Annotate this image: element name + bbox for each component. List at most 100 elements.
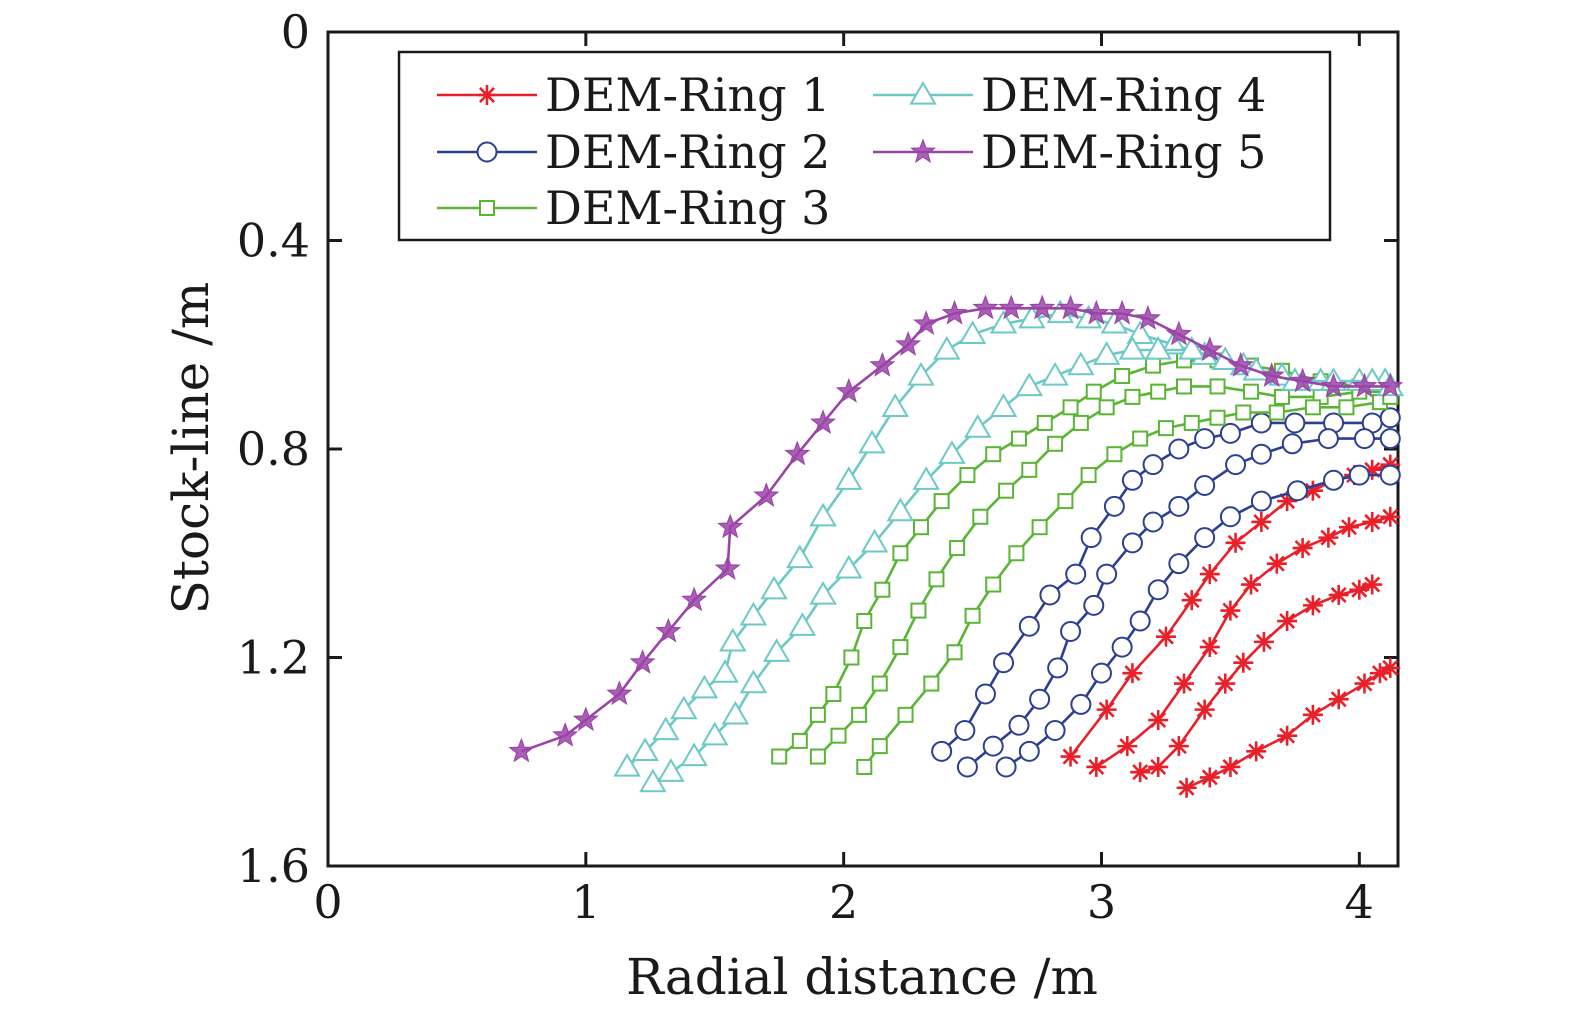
data-point [690,674,719,699]
data-point [1142,511,1164,533]
data-point [998,482,1015,499]
data-point [1317,428,1339,450]
data-point [1174,673,1194,694]
data-point [1168,438,1190,460]
data-point [856,758,873,775]
legend-label: DEM-Ring 5 [981,125,1266,179]
legend-item: DEM-Ring 5 [873,125,1266,179]
data-point [721,700,750,725]
data-point [835,377,862,403]
y-tick-label: 0.4 [237,214,310,268]
data-point [897,706,914,723]
data-point [1018,615,1040,637]
data-point [1029,294,1056,320]
data-point [931,740,953,762]
data-point [606,680,633,706]
data-point [771,748,788,765]
legend-label: DEM-Ring 4 [981,68,1266,122]
data-point [982,735,1004,757]
data-point [1220,756,1241,777]
data-point [958,320,987,344]
data-point [1086,756,1107,777]
data-point [1062,399,1079,416]
series-1 [1060,454,1401,798]
legend-item: DEM-Ring 1 [437,68,830,122]
y-tick-label: 0 [281,5,310,59]
series-5 [508,294,1404,763]
data-point [760,575,788,600]
data-point [1328,689,1349,710]
data-point [892,639,909,656]
data-point [1233,652,1254,673]
tick-labels: 0 1 2 3 4 0 0.4 0.8 1.2 1.6 [237,5,1374,929]
data-point [1018,740,1040,762]
data-point [809,580,837,605]
data-point [1070,693,1092,715]
legend-marker [476,141,498,163]
data-point [1165,320,1192,346]
data-point [1277,611,1298,632]
data-point [1338,399,1355,416]
data-point [1177,335,1206,360]
x-tick-label: 0 [313,875,342,929]
data-point [874,581,891,598]
data-point [1106,446,1123,463]
axis-ticks [326,30,1398,868]
data-point [1124,388,1141,405]
data-point [791,732,808,749]
data-point [1144,335,1172,360]
data-point [1015,372,1044,397]
data-point [1284,412,1306,434]
data-point [1072,414,1089,431]
data-point [933,335,961,360]
data-point [1150,383,1167,400]
data-point [1096,699,1117,720]
data-point [1080,467,1097,484]
data-point [928,571,945,588]
data-point [1132,430,1149,447]
data-point [719,627,747,652]
x-tick-label: 1 [571,875,600,929]
data-point [784,440,811,466]
data-point [1302,704,1323,725]
data-point [1323,469,1345,491]
data-point [1044,719,1066,741]
data-point [860,528,889,553]
data-point [1194,474,1216,496]
data-point [1292,538,1313,559]
data-point [871,675,888,692]
data-point [717,513,744,539]
data-point [995,756,1017,778]
data-point [1029,688,1051,710]
data-point [1380,506,1401,527]
data-point [913,310,940,336]
legend-marker [479,200,495,216]
data-point [1246,741,1267,762]
data-point [1114,368,1131,385]
data-point [1209,378,1226,395]
data-point [1196,336,1223,362]
data-point [1080,527,1102,549]
series-line [1095,515,1391,769]
data-point [989,393,1018,417]
data-point [1129,610,1151,632]
data-point [1134,304,1161,330]
data-point [933,493,950,510]
data-point [1142,454,1164,476]
x-tick-label: 2 [829,875,858,929]
data-point [835,554,863,579]
data-point [956,756,978,778]
data-point [910,602,927,619]
data-point [1251,511,1272,532]
y-tick-label: 0.8 [237,422,310,476]
data-point [552,721,579,747]
data-point [1353,428,1375,450]
data-point [972,508,989,525]
data-point [923,675,940,692]
data-point [895,331,922,356]
data-point [1100,309,1129,334]
data-point [1047,657,1069,679]
data-point [1266,553,1287,574]
